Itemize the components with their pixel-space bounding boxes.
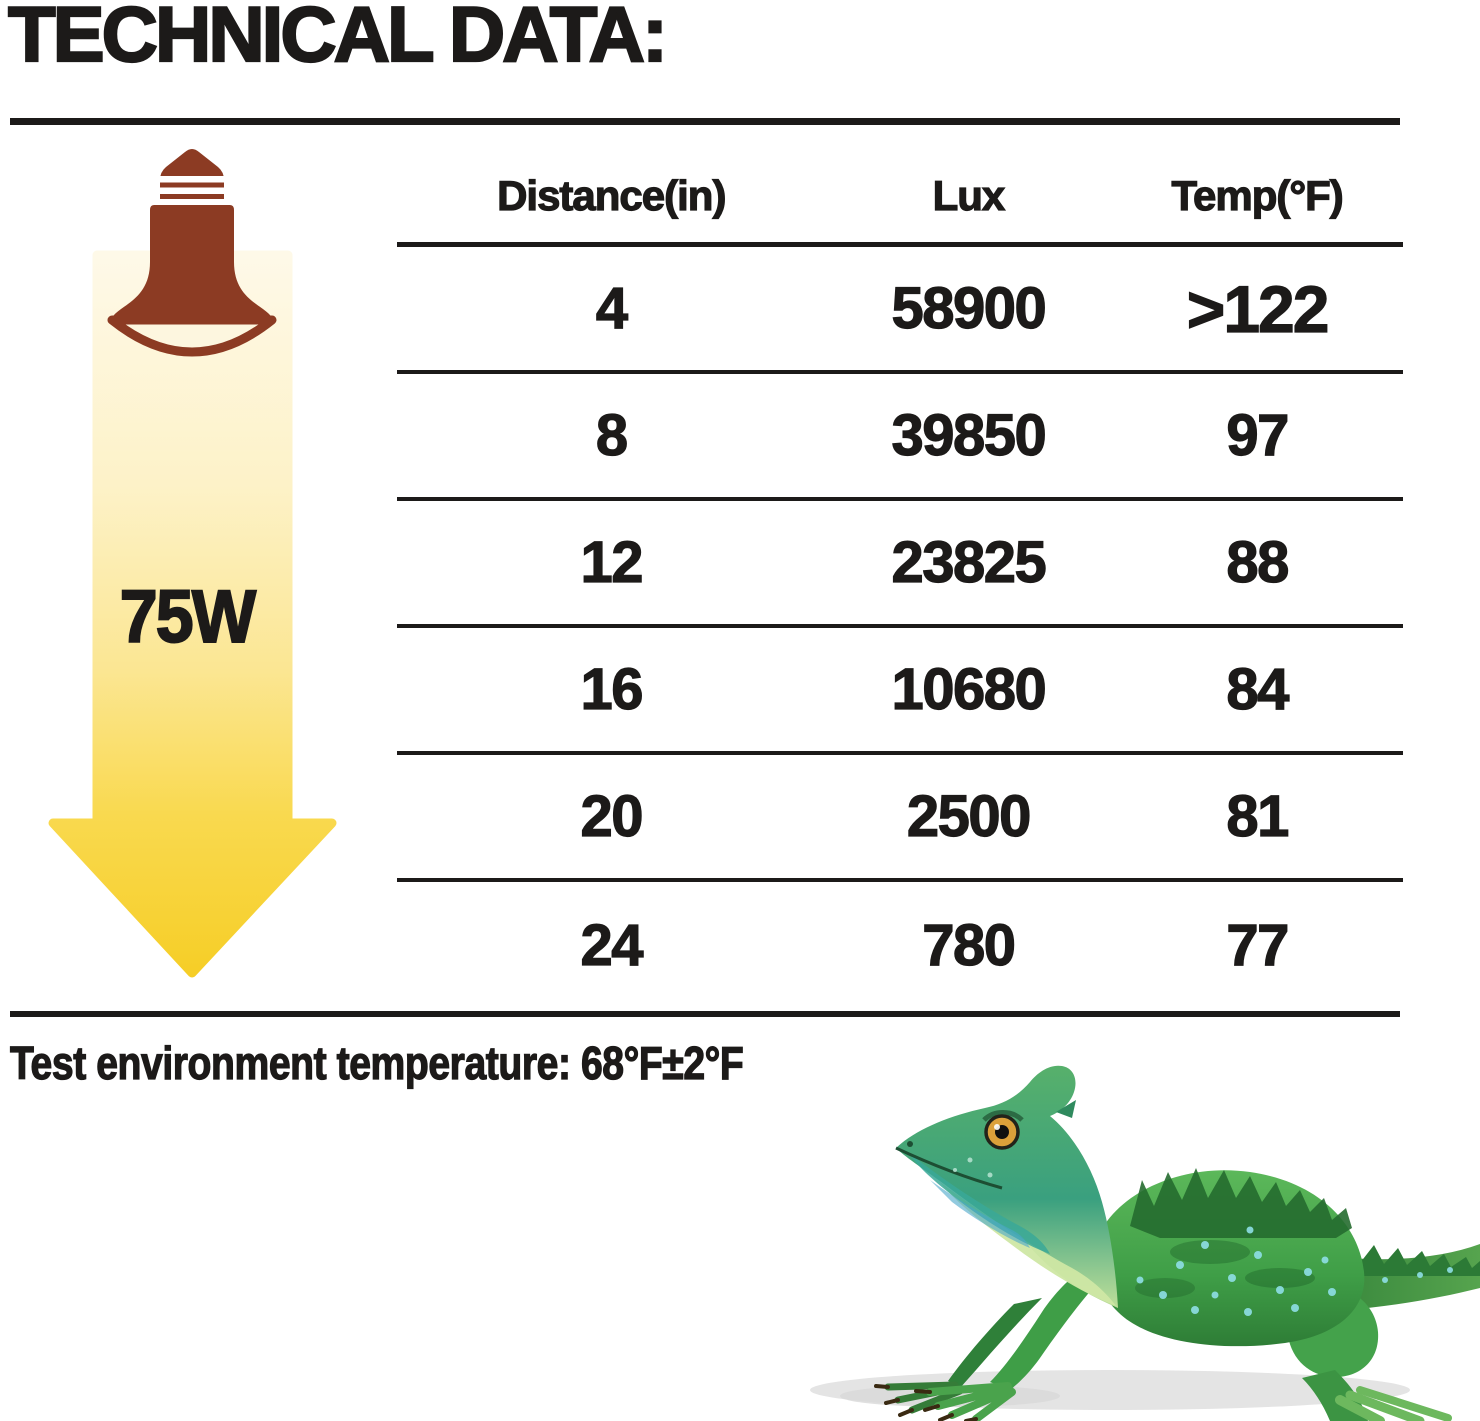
column-header-lux: Lux (932, 171, 1006, 219)
table-row: 24 780 77 (397, 882, 1403, 1009)
lizard-cheek (908, 1152, 1050, 1254)
lizard-body (1092, 1168, 1365, 1347)
table-header-row: Distance(in) Lux Temp(°F) (397, 150, 1403, 247)
data-table: Distance(in) Lux Temp(°F) 4 58900 >122 8… (397, 150, 1403, 1009)
lux-value: 58900 (891, 275, 1047, 341)
temp-value: 77 (1226, 912, 1290, 978)
lux-value: 23825 (891, 529, 1047, 595)
table-row: 16 10680 84 (397, 628, 1403, 755)
distance-value: 16 (580, 656, 644, 722)
basilisk-lizard-image (810, 1065, 1480, 1421)
temp-value: 88 (1226, 529, 1290, 595)
lizard-head (895, 1065, 1118, 1308)
temp-value: 84 (1226, 656, 1290, 722)
column-header-temp: Temp(°F) (1171, 171, 1345, 219)
top-divider (10, 118, 1400, 125)
temp-value: >122 (1186, 271, 1330, 346)
lux-value: 10680 (891, 656, 1047, 722)
distance-value: 8 (595, 402, 628, 468)
lizard-front-leg (914, 1268, 1100, 1421)
down-arrow-icon (48, 250, 337, 978)
lizard-back-crest (1130, 1168, 1352, 1238)
distance-value: 20 (580, 783, 644, 849)
test-environment-note: Test environment temperature: 68°F±2°F (9, 1037, 744, 1089)
down-arrow-beam-icon (48, 149, 337, 978)
column-header-distance: Distance(in) (496, 171, 727, 219)
table-row: 20 2500 81 (397, 755, 1403, 882)
page-title: TECHNICAL DATA: (7, 0, 669, 79)
distance-value: 12 (580, 529, 644, 595)
table-row: 8 39850 97 (397, 374, 1403, 501)
temp-value: 81 (1226, 783, 1290, 849)
distance-value: 24 (580, 912, 644, 978)
bottom-divider (10, 1011, 1400, 1017)
lux-value: 780 (922, 912, 1017, 978)
lizard-nostril (907, 1141, 913, 1147)
lux-value: 39850 (891, 402, 1047, 468)
lux-value: 2500 (906, 783, 1032, 849)
heat-lamp-bulb-icon (107, 149, 277, 357)
wattage-label: 75W (119, 575, 257, 658)
temp-value: 97 (1226, 402, 1290, 468)
lizard-mouth (895, 1146, 1003, 1190)
table-row: 4 58900 >122 (397, 247, 1403, 374)
lizard-eye-icon (984, 1114, 1020, 1150)
table-row: 12 23825 88 (397, 501, 1403, 628)
distance-value: 4 (595, 275, 628, 341)
lizard-speckles (1136, 1226, 1453, 1316)
